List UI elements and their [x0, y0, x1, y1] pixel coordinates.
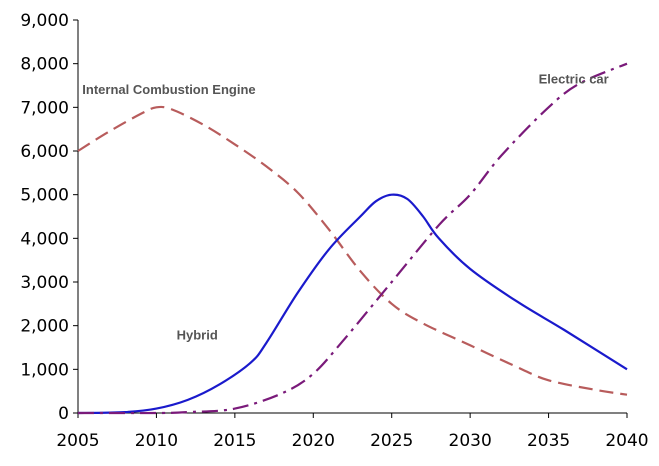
y-tick-label: 5,000 — [20, 186, 69, 206]
x-tick-label: 2025 — [370, 431, 413, 451]
series-line-internal-combustion-engine — [77, 105, 628, 396]
x-tick-label: 2030 — [449, 431, 492, 451]
series-label: Internal Combustion Engine — [82, 82, 255, 97]
y-tick-label: 0 — [58, 404, 69, 424]
y-tick-label: 7,000 — [20, 98, 69, 118]
series-label: Electric car — [539, 71, 609, 86]
x-tick-label: 2010 — [135, 431, 178, 451]
x-axis: 2005 2010 2015 2020 2025 2030 2035 2040 — [56, 412, 649, 451]
x-tick-label: 2040 — [605, 431, 648, 451]
series-label: Hybrid — [177, 328, 218, 343]
x-tick-label: 2015 — [213, 431, 256, 451]
y-tick-label: 1,000 — [20, 360, 69, 380]
y-tick-label: 6,000 — [20, 142, 69, 162]
y-tick-label: 4,000 — [20, 229, 69, 249]
series-line-electric-car — [77, 62, 628, 415]
y-tick-label: 8,000 — [20, 55, 69, 75]
series-labels: Internal Combustion Engine Hybrid Electric… — [82, 71, 608, 342]
y-axis: 0 1,000 2,000 3,000 4,000 5,000 6,000 7,000 8,00… — [20, 11, 79, 424]
x-tick-label: 2005 — [56, 431, 99, 451]
series-line-hybrid — [77, 193, 628, 415]
y-tick-label: 3,000 — [20, 273, 69, 293]
series-layer — [77, 62, 628, 415]
x-tick-label: 2020 — [292, 431, 335, 451]
y-tick-label: 2,000 — [20, 317, 69, 337]
y-tick-label: 9,000 — [20, 11, 69, 31]
x-tick-label: 2035 — [527, 431, 570, 451]
